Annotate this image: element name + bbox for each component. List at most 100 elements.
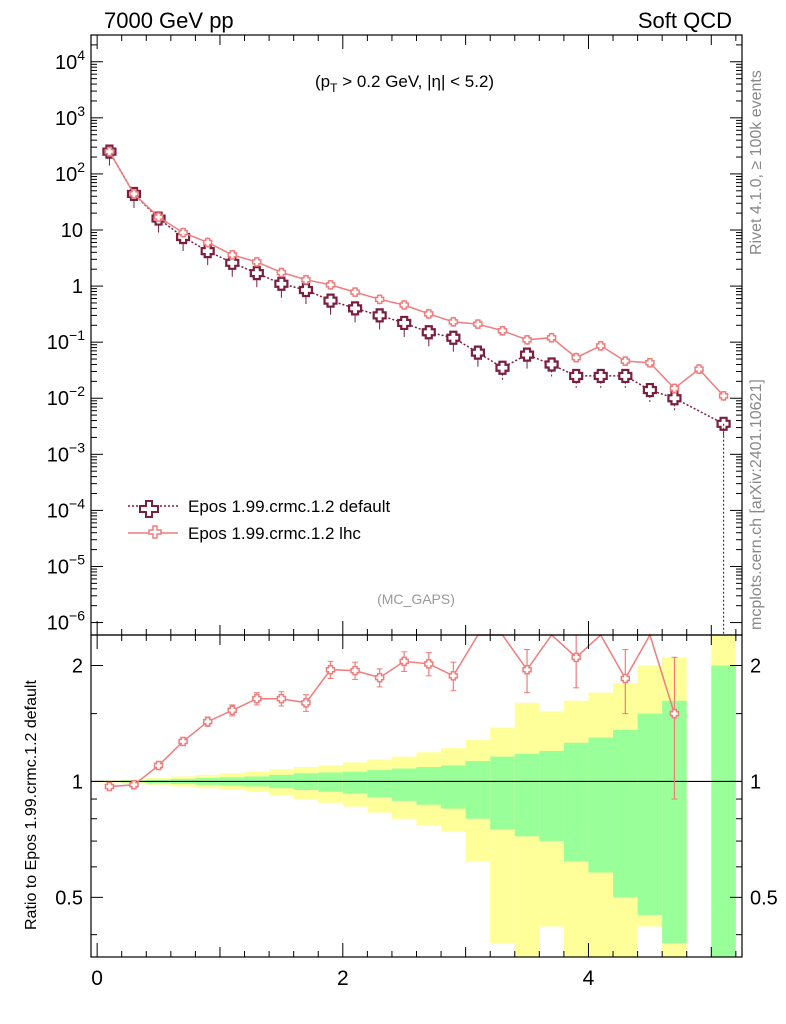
legend: Epos 1.99.crmc.1.2 default Epos 1.99.crm…	[128, 497, 391, 543]
ratio-lhc-point	[252, 693, 262, 704]
ratio-y-tick-label: 1	[72, 771, 83, 793]
series-lhc-point	[620, 356, 631, 366]
ratio-band-green	[563, 742, 589, 862]
series-default-point	[421, 325, 436, 340]
main-y-tick-label: 10−1	[47, 327, 85, 354]
ratio-band-green	[514, 753, 540, 837]
series-default-point	[569, 368, 584, 384]
series-lhc-point	[595, 341, 606, 351]
series-lhc-point	[448, 317, 459, 327]
series-lhc-point	[497, 325, 508, 336]
main-y-tick-label: 104	[55, 47, 85, 74]
ratio-band-green	[416, 767, 442, 805]
ratio-lhc-point	[227, 705, 238, 716]
legend-lhc-marker	[148, 525, 162, 539]
series-lhc-point	[227, 250, 238, 260]
ratio-y-tick-label: 0.5	[55, 887, 83, 909]
ratio-band-green	[490, 756, 515, 830]
main-y-tick-label: 10−6	[47, 608, 85, 635]
ratio-lhc-point	[571, 652, 581, 663]
analysis-tag: (MC_GAPS)	[377, 591, 455, 607]
ratio-series-layer	[104, 633, 680, 800]
series-lhc-point	[399, 300, 409, 310]
series-lhc-point	[718, 391, 729, 401]
series-lhc-point	[129, 189, 139, 199]
main-y-tick-label: 102	[55, 159, 85, 186]
ratio-lhc-line	[109, 633, 676, 788]
series-lhc-point	[645, 357, 655, 368]
ratio-band-green	[391, 768, 417, 801]
mcplots-label: mcplots.cern.ch [arXiv:2401.10621]	[748, 379, 765, 630]
series-default-point	[642, 382, 657, 398]
series-lhc-point	[301, 274, 311, 285]
ratio-band-green	[539, 750, 564, 842]
main-y-tick-label: 1	[72, 276, 83, 298]
ratio-lhc-point	[104, 781, 115, 792]
series-default-point	[372, 308, 387, 323]
x-tick-label: 0	[91, 967, 103, 990]
series-lhc-point	[522, 335, 532, 345]
ratio-y-tick-label-right: 0.5	[750, 887, 778, 909]
ratio-y-tick-label-right: 1	[750, 771, 761, 793]
series-lhc-point	[252, 257, 262, 267]
main-y-tick-label: 10−3	[47, 439, 85, 466]
ratio-band-green	[613, 729, 638, 898]
series-lhc-point	[546, 332, 557, 343]
x-tick-label: 2	[337, 967, 349, 990]
ratio-lhc-point	[424, 659, 434, 669]
plot-title-right: Soft QCD	[638, 8, 732, 33]
main-y-tick-label: 103	[55, 103, 85, 130]
ratio-lhc-point	[669, 708, 680, 719]
ratio-lhc-point	[301, 698, 311, 708]
series-default-point	[274, 276, 289, 291]
ratio-lhc-point	[129, 780, 139, 790]
plot-title-left: 7000 GeV pp	[104, 8, 234, 33]
ratio-band-green	[588, 737, 614, 873]
ratio-y-tick-label-right: 2	[750, 655, 761, 677]
ratio-band-green	[441, 765, 466, 809]
ratio-lhc-point	[325, 664, 336, 675]
main-y-tick-label: 10−5	[47, 551, 85, 578]
series-default-line	[108, 151, 724, 425]
series-default-point	[397, 315, 412, 331]
series-default-point	[667, 391, 682, 406]
ratio-lhc-point	[448, 671, 459, 681]
cuts-annotation: (pT > 0.2 GeV, |η| < 5.2)	[315, 72, 494, 95]
series-default-point	[618, 368, 633, 384]
series-lhc-point	[104, 146, 115, 157]
series-default-point	[544, 357, 559, 372]
legend-default-label: Epos 1.99.crmc.1.2 default	[188, 497, 391, 516]
series-lhc-point	[178, 227, 188, 238]
ratio-lhc-point	[350, 665, 360, 676]
ratio-lhc-point	[178, 736, 188, 747]
main-y-tick-label: 10	[61, 220, 83, 242]
ratio-lhc-point	[276, 693, 287, 704]
ratio-lhc-point	[202, 716, 213, 727]
series-default-point	[593, 368, 608, 384]
main-plot-frame	[90, 34, 743, 636]
series-default-point	[323, 293, 338, 308]
series-lhc-point	[350, 287, 360, 297]
main-y-tick-label: 10−2	[47, 383, 85, 410]
ratio-band-green	[342, 771, 368, 794]
rivet-label: Rivet 4.1.0, ≥ 100k events	[748, 70, 765, 255]
ratio-ylabel: Ratio to Epos 1.99.crmc.1.2 default	[23, 680, 40, 930]
ratio-y-tick-label: 2	[72, 655, 83, 677]
series-default-point	[519, 347, 535, 362]
series-default-point	[470, 345, 486, 360]
series-lhc-point	[669, 383, 680, 394]
series-lhc-point	[374, 294, 385, 305]
ratio-band-green	[318, 772, 343, 792]
series-default-point	[446, 330, 461, 345]
main-series-layer	[102, 144, 731, 635]
legend-lhc-label: Epos 1.99.crmc.1.2 lhc	[188, 524, 361, 543]
series-default-point	[495, 360, 510, 375]
ratio-band-green	[367, 770, 392, 798]
ratio-band-green	[465, 760, 491, 819]
x-tick-label: 4	[583, 967, 595, 990]
series-lhc-point	[694, 364, 704, 374]
ratio-lhc-point	[522, 664, 532, 675]
ratio-lhc-point	[374, 672, 385, 683]
